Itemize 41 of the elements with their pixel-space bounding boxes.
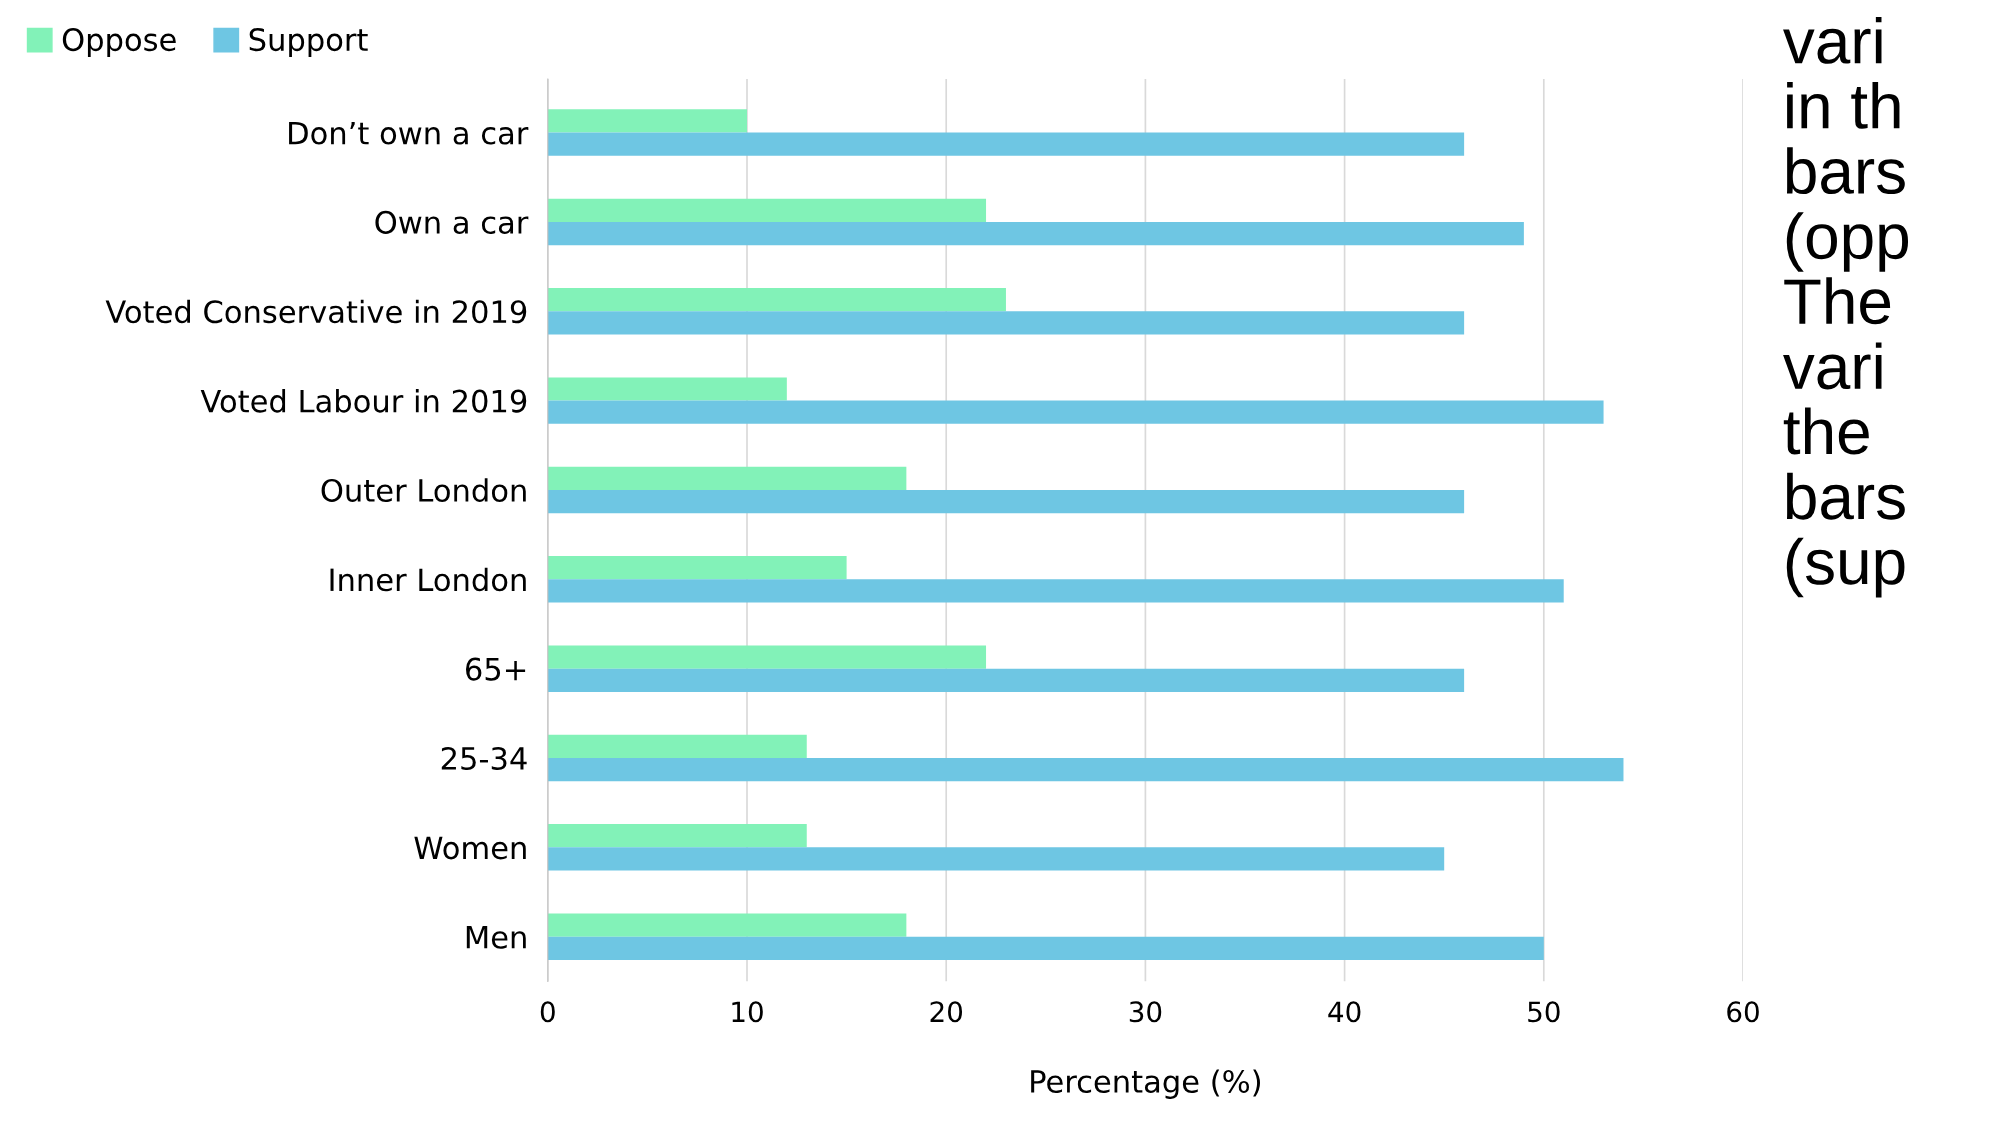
bar	[547, 645, 987, 669]
x-tick-label: 20	[930, 1001, 963, 1023]
bar	[547, 579, 1564, 603]
y-tick-label: Own a car	[375, 210, 529, 234]
bar	[547, 198, 987, 222]
x-tick-label: 30	[1129, 1001, 1162, 1023]
bar	[547, 466, 907, 490]
y-tick-label: Inner London	[330, 567, 526, 592]
legend-label: Support	[249, 28, 368, 58]
bar	[547, 913, 907, 937]
y-tick-label: Women	[414, 836, 526, 860]
y-tick-label: Don’t own a car	[289, 121, 529, 145]
bar	[547, 668, 1465, 692]
bar	[547, 824, 807, 848]
bar	[547, 311, 1465, 335]
bar	[547, 734, 807, 758]
bar	[547, 377, 787, 401]
bar	[547, 489, 1465, 514]
y-tick-label: Outer London	[321, 478, 526, 502]
bar	[547, 400, 1604, 424]
bar	[547, 936, 1544, 960]
y-tick-label: Voted Conservative in 2019	[105, 299, 527, 324]
x-tick-label: 0	[540, 1001, 555, 1023]
bar	[547, 556, 847, 580]
x-tick-label: 60	[1727, 1001, 1759, 1023]
bar	[547, 757, 1624, 782]
bar	[547, 847, 1445, 871]
x-tick-label: 10	[732, 1001, 763, 1023]
bar	[547, 221, 1524, 246]
y-tick-label: 25-34	[441, 746, 527, 771]
legend-label: Oppose	[62, 28, 176, 58]
x-axis-title: Percentage (%)	[1031, 1069, 1260, 1099]
y-tick-label: 65+	[466, 657, 526, 681]
x-tick-label: 40	[1328, 1001, 1361, 1023]
text: vari in th bars (opp The vari the bars (sup	[1783, 16, 1909, 598]
bar	[547, 109, 747, 133]
y-tick-label: Men	[466, 926, 526, 949]
bar	[547, 288, 1006, 312]
y-tick-label: Voted Labour in 2019	[200, 389, 527, 413]
x-tick-label: 50	[1528, 1001, 1560, 1023]
bar	[547, 132, 1465, 156]
